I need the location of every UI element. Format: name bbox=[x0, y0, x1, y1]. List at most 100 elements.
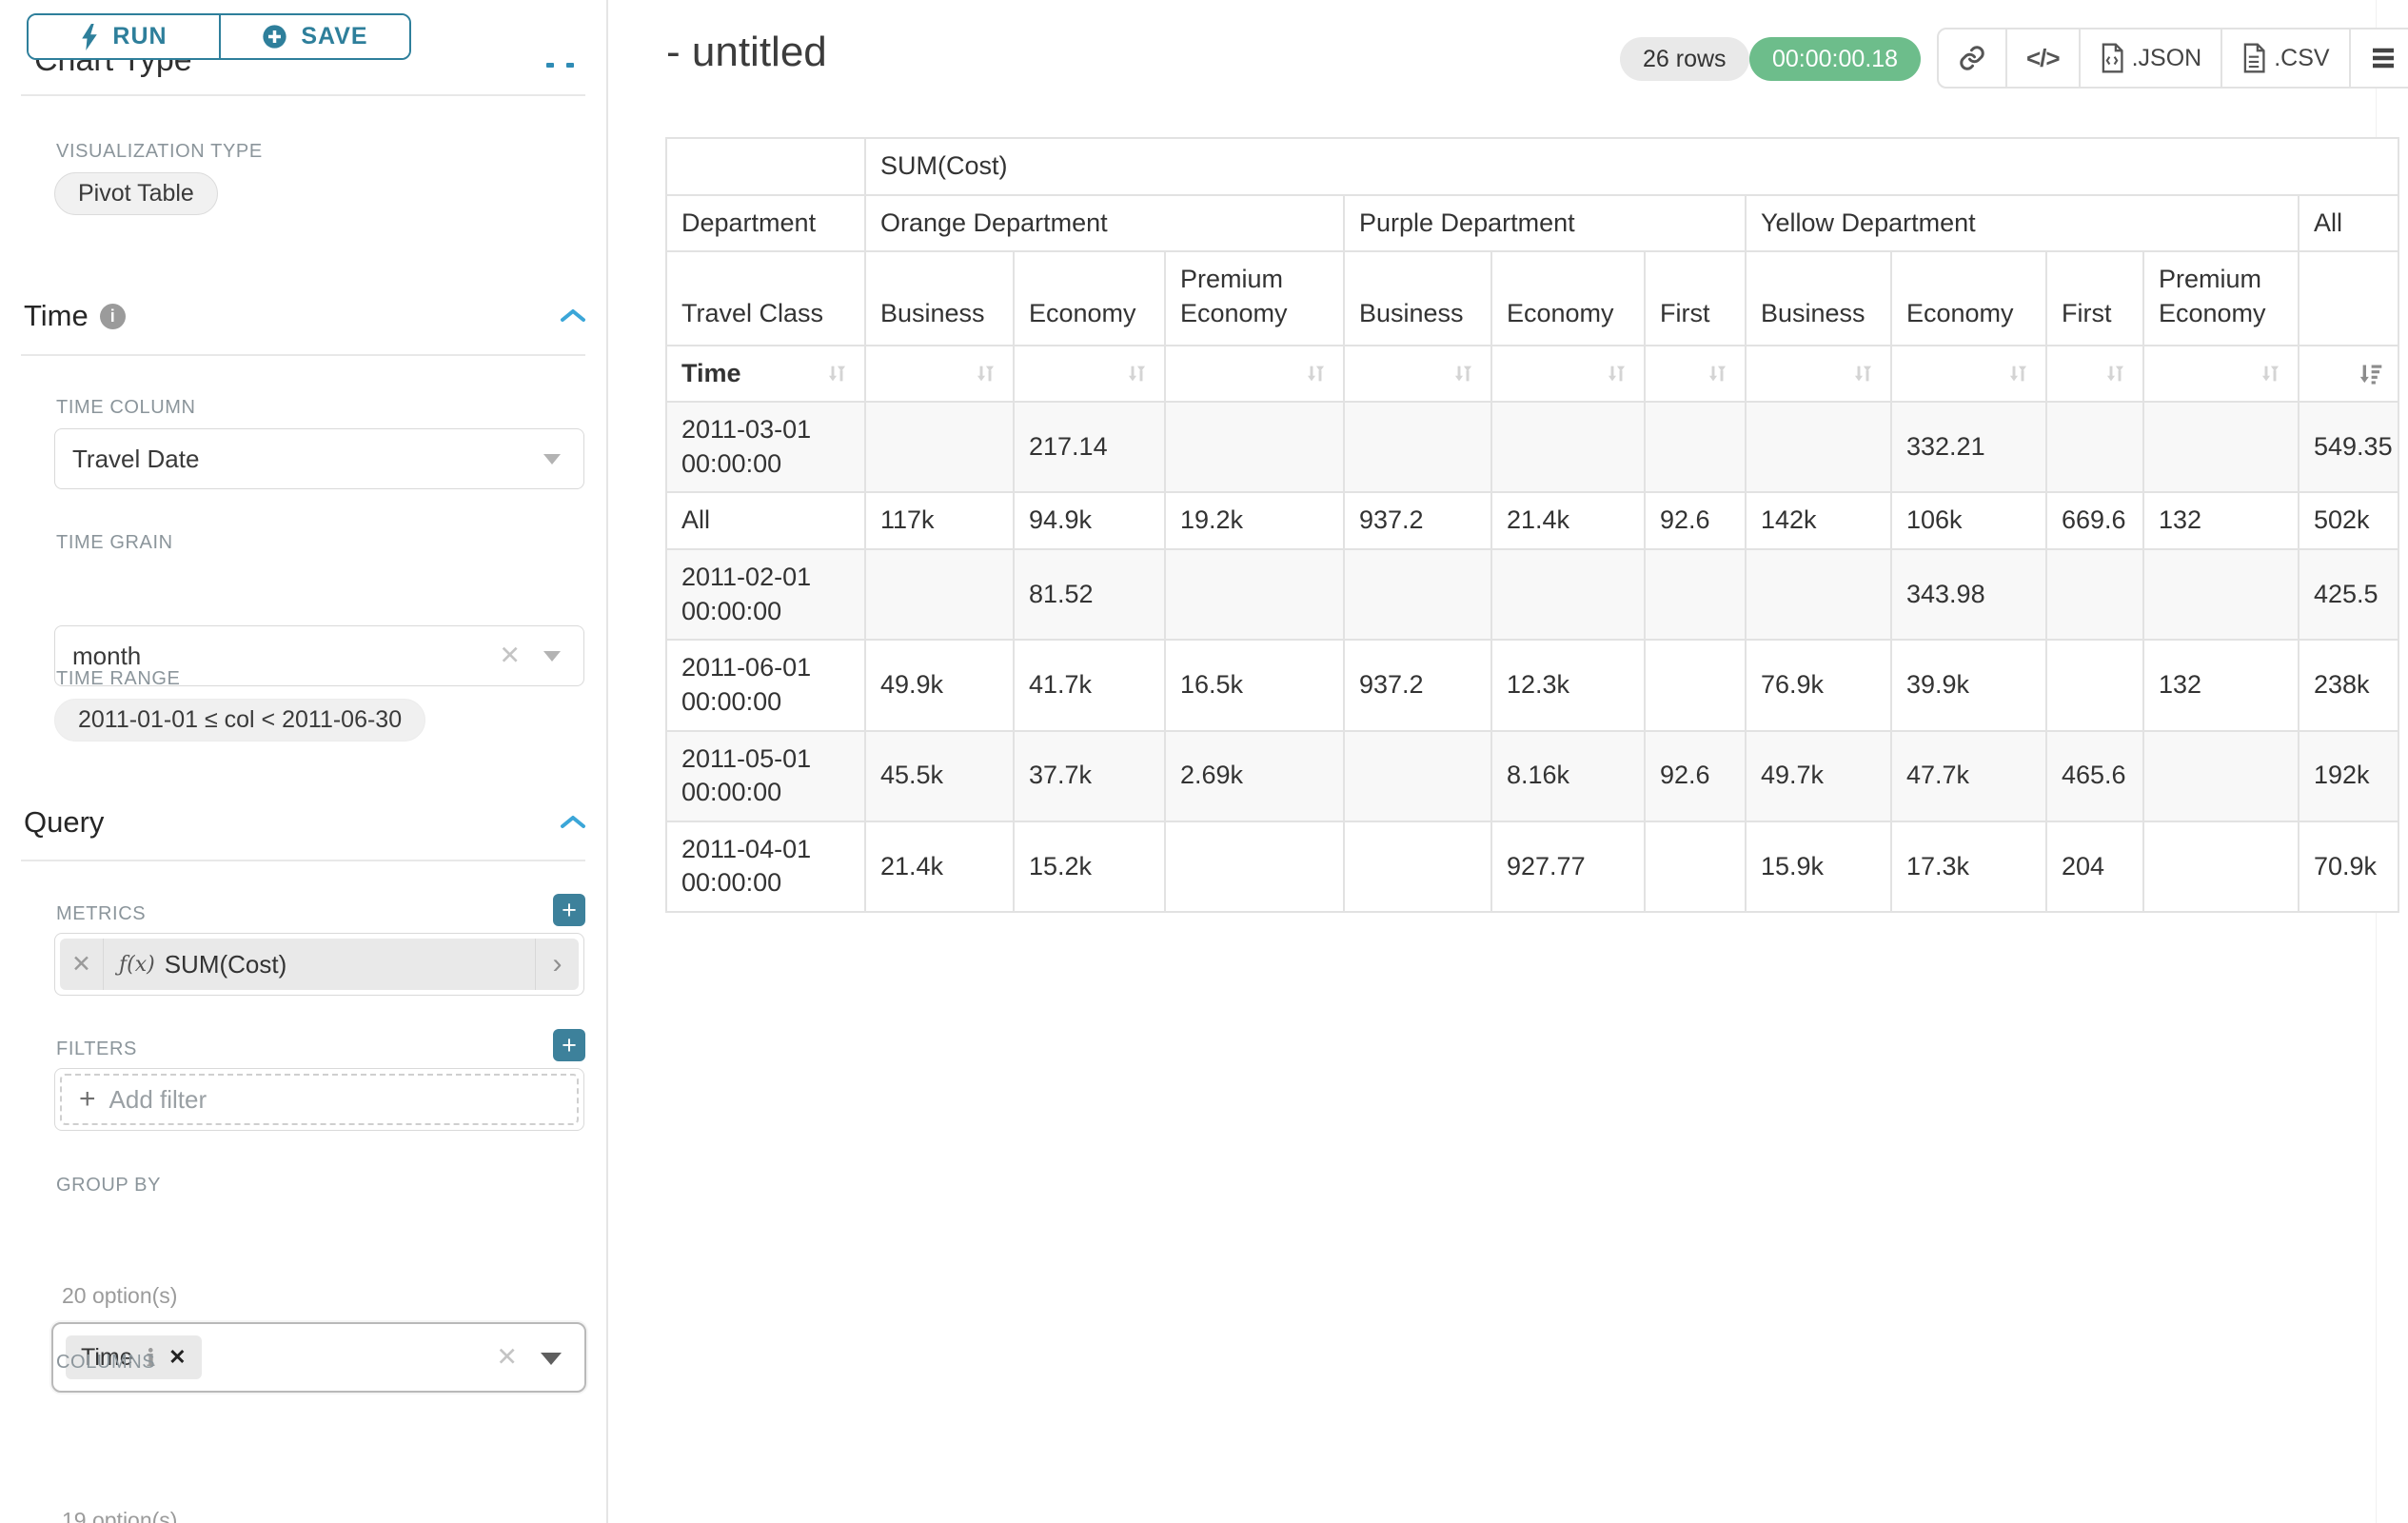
viz-type-label: VISUALIZATION TYPE bbox=[56, 141, 263, 162]
leaf-column-header: First bbox=[1646, 252, 1745, 345]
divider bbox=[21, 94, 585, 96]
data-cell: 8.16k bbox=[1492, 731, 1644, 821]
panel-divider[interactable] bbox=[606, 0, 608, 1523]
clear-icon[interactable]: ✕ bbox=[499, 641, 521, 670]
time-sort-header-cell[interactable]: Time bbox=[667, 346, 864, 402]
sort-header-cell[interactable] bbox=[1015, 346, 1164, 402]
data-cell bbox=[1345, 403, 1490, 492]
metric-chip[interactable]: ✕ ƒ(x) SUM(Cost) › bbox=[60, 939, 579, 990]
clear-icon[interactable]: ✕ bbox=[496, 1342, 518, 1372]
row-label-cell: 2011-04-01 00:00:00 bbox=[667, 821, 864, 911]
hamburger-menu-icon bbox=[2372, 48, 2394, 69]
sort-icon bbox=[2009, 366, 2027, 382]
leaf-column-header: Business bbox=[1747, 252, 1890, 345]
chevron-up-icon[interactable] bbox=[559, 813, 587, 832]
embed-code-button[interactable]: </> bbox=[2005, 30, 2079, 87]
time-section-title: Time bbox=[24, 299, 89, 332]
sort-header-cell[interactable] bbox=[1892, 346, 2045, 402]
department-header-row: Department Orange Department Purple Depart… bbox=[667, 195, 2398, 251]
data-cell bbox=[2144, 403, 2298, 492]
sort-header-cell[interactable] bbox=[1345, 346, 1490, 402]
data-cell: 76.9k bbox=[1747, 641, 1890, 730]
info-icon: i bbox=[99, 303, 126, 329]
chart-title[interactable]: - untitled bbox=[666, 29, 827, 75]
chevron-right-icon[interactable]: › bbox=[535, 939, 579, 990]
add-filter-button[interactable]: + Add filter bbox=[60, 1074, 579, 1125]
group-by-select[interactable]: Time i ✕ ✕ bbox=[51, 1322, 586, 1393]
row-label-cell: 2011-03-01 00:00:00 bbox=[667, 403, 864, 492]
travel-class-header-row: Travel Class Business Economy Premium Econo… bbox=[667, 252, 2398, 345]
query-section-header: Query bbox=[24, 805, 587, 840]
add-filter-plus-button[interactable]: + bbox=[553, 1029, 585, 1061]
remove-metric-icon[interactable]: ✕ bbox=[60, 939, 104, 990]
leaf-column-header: Premium Economy bbox=[2144, 252, 2298, 345]
group-by-chip-time[interactable]: Time i ✕ bbox=[66, 1335, 202, 1379]
chevron-down-icon bbox=[543, 651, 561, 662]
divider bbox=[21, 354, 585, 356]
metrics-container: ✕ ƒ(x) SUM(Cost) › bbox=[54, 933, 584, 996]
data-cell: 425.5 bbox=[2299, 550, 2398, 640]
sort-header-cell[interactable] bbox=[1166, 346, 1343, 402]
leaf-column-header: Premium Economy bbox=[1166, 252, 1343, 345]
sort-icon bbox=[2106, 366, 2124, 382]
column-group-header: All bbox=[2299, 195, 2398, 251]
share-link-button[interactable] bbox=[1939, 30, 2005, 87]
sort-header-cell[interactable] bbox=[2047, 346, 2142, 402]
query-section-title: Query bbox=[24, 805, 105, 839]
data-cell: 937.2 bbox=[1345, 641, 1490, 730]
export-json-button[interactable]: .JSON bbox=[2078, 30, 2221, 87]
data-cell: 21.4k bbox=[866, 821, 1013, 911]
data-cell bbox=[1492, 403, 1644, 492]
remove-chip-icon[interactable]: ✕ bbox=[168, 1345, 187, 1369]
data-cell: 549.35 bbox=[2299, 403, 2398, 492]
sort-header-cell[interactable] bbox=[2144, 346, 2298, 402]
data-cell bbox=[1747, 550, 1890, 640]
sort-header-cell[interactable] bbox=[1747, 346, 1890, 402]
add-metric-button[interactable]: + bbox=[553, 894, 585, 926]
row-count-badge: 26 rows bbox=[1620, 37, 1749, 81]
export-csv-button[interactable]: .CSV bbox=[2220, 30, 2348, 87]
sort-header-cell[interactable] bbox=[1646, 346, 1745, 402]
run-button[interactable]: RUN bbox=[29, 15, 219, 58]
file-csv-icon bbox=[2243, 43, 2265, 73]
sort-icon bbox=[1608, 366, 1626, 382]
export-json-label: .JSON bbox=[2131, 44, 2202, 71]
filters-container: + Add filter bbox=[54, 1068, 584, 1131]
lightning-icon bbox=[82, 23, 98, 50]
panel-drag-handle[interactable] bbox=[546, 63, 574, 68]
sort-header-cell[interactable] bbox=[866, 346, 1013, 402]
sort-header-cell[interactable] bbox=[1492, 346, 1644, 402]
plus-icon: + bbox=[79, 1083, 96, 1115]
table-row: 2011-04-01 00:00:00 21.4k 15.2k 927.77 15.9k… bbox=[667, 821, 2398, 911]
data-cell: 669.6 bbox=[2047, 493, 2142, 548]
query-timer-badge: 00:00:00.18 bbox=[1749, 37, 1922, 81]
row-label-cell: All bbox=[667, 493, 864, 548]
time-grain-select[interactable]: month ✕ bbox=[54, 625, 584, 686]
data-cell: 238k bbox=[2299, 641, 2398, 730]
time-range-chip[interactable]: 2011-01-01 ≤ col < 2011-06-30 bbox=[54, 699, 426, 742]
data-cell bbox=[2047, 550, 2142, 640]
time-column-select[interactable]: Travel Date bbox=[54, 428, 584, 489]
save-button[interactable]: SAVE bbox=[219, 15, 409, 58]
department-dimension-label: Department bbox=[667, 195, 864, 251]
sort-icon bbox=[977, 366, 995, 382]
data-cell: 192k bbox=[2299, 731, 2398, 821]
chart-actions-toolbar: </> .JSON .CSV bbox=[1937, 28, 2408, 89]
data-cell: 15.2k bbox=[1015, 821, 1164, 911]
row-label-cell: 2011-02-01 00:00:00 bbox=[667, 550, 864, 640]
leaf-column-header bbox=[2299, 252, 2398, 345]
more-options-menu-button[interactable] bbox=[2348, 30, 2408, 87]
data-cell: 132 bbox=[2144, 641, 2298, 730]
data-cell: 81.52 bbox=[1015, 550, 1164, 640]
sort-descending-icon bbox=[2359, 365, 2382, 385]
pivot-corner-cell bbox=[667, 139, 864, 194]
chevron-up-icon[interactable] bbox=[559, 307, 587, 326]
data-cell: 37.7k bbox=[1015, 731, 1164, 821]
viz-type-chip[interactable]: Pivot Table bbox=[54, 172, 218, 215]
data-cell: 204 bbox=[2047, 821, 2142, 911]
data-cell: 15.9k bbox=[1747, 821, 1890, 911]
data-cell: 142k bbox=[1747, 493, 1890, 548]
data-cell: 937.2 bbox=[1345, 493, 1490, 548]
table-row: All 117k 94.9k 19.2k 937.2 21.4k 92.6 142k 106k 6… bbox=[667, 493, 2398, 548]
sort-header-cell-active[interactable] bbox=[2299, 346, 2398, 402]
